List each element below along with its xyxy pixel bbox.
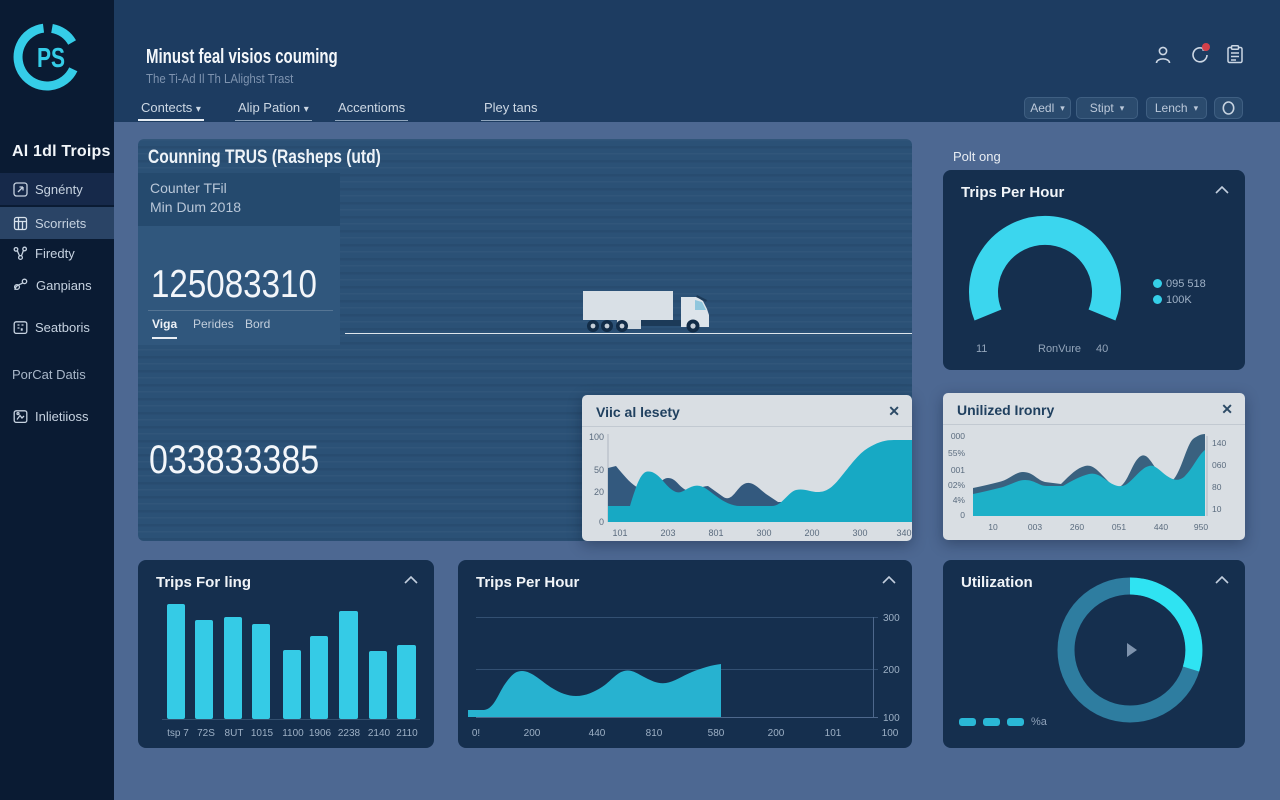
svg-text:200: 200: [768, 728, 785, 739]
svg-text:440: 440: [589, 728, 606, 739]
svg-text:0: 0: [599, 517, 604, 527]
svg-text:000: 000: [951, 431, 965, 441]
svg-text:8UT: 8UT: [225, 728, 244, 739]
svg-text:10: 10: [1212, 504, 1222, 514]
svg-text:2110: 2110: [396, 728, 418, 739]
svg-text:200: 200: [524, 728, 541, 739]
svg-text:101: 101: [825, 728, 842, 739]
svg-text:2238: 2238: [338, 728, 361, 739]
svg-text:100: 100: [589, 432, 604, 442]
svg-text:060: 060: [1212, 460, 1226, 470]
svg-text:4%: 4%: [953, 495, 966, 505]
svg-text:003: 003: [1028, 522, 1042, 532]
svg-text:200: 200: [883, 665, 900, 676]
svg-text:001: 001: [951, 465, 965, 475]
svg-text:PS: PS: [37, 42, 65, 73]
svg-text:300: 300: [883, 613, 900, 624]
svg-text:580: 580: [708, 728, 725, 739]
svg-text:55%: 55%: [948, 448, 965, 458]
svg-text:100: 100: [883, 713, 900, 724]
svg-text:203: 203: [660, 528, 675, 538]
svg-text:1015: 1015: [251, 728, 274, 739]
svg-text:80: 80: [1212, 482, 1222, 492]
svg-text:300: 300: [756, 528, 771, 538]
svg-text:0!: 0!: [472, 728, 480, 739]
svg-text:300: 300: [852, 528, 867, 538]
svg-text:801: 801: [708, 528, 723, 538]
svg-text:950: 950: [1194, 522, 1208, 532]
svg-text:1100: 1100: [282, 728, 304, 739]
svg-text:tsp 7: tsp 7: [167, 728, 189, 739]
svg-text:2140: 2140: [368, 728, 391, 739]
svg-text:810: 810: [646, 728, 663, 739]
svg-text:02%: 02%: [948, 480, 965, 490]
svg-text:20: 20: [594, 487, 604, 497]
svg-text:340: 340: [896, 528, 911, 538]
svg-text:140: 140: [1212, 438, 1226, 448]
svg-text:260: 260: [1070, 522, 1084, 532]
svg-text:10: 10: [988, 522, 998, 532]
svg-text:0: 0: [960, 510, 965, 520]
svg-text:1906: 1906: [309, 728, 332, 739]
svg-text:72S: 72S: [197, 728, 215, 739]
svg-text:101: 101: [612, 528, 627, 538]
svg-text:100: 100: [882, 728, 899, 739]
svg-text:50: 50: [594, 465, 604, 475]
svg-text:200: 200: [804, 528, 819, 538]
svg-text:051: 051: [1112, 522, 1126, 532]
svg-text:440: 440: [1154, 522, 1168, 532]
